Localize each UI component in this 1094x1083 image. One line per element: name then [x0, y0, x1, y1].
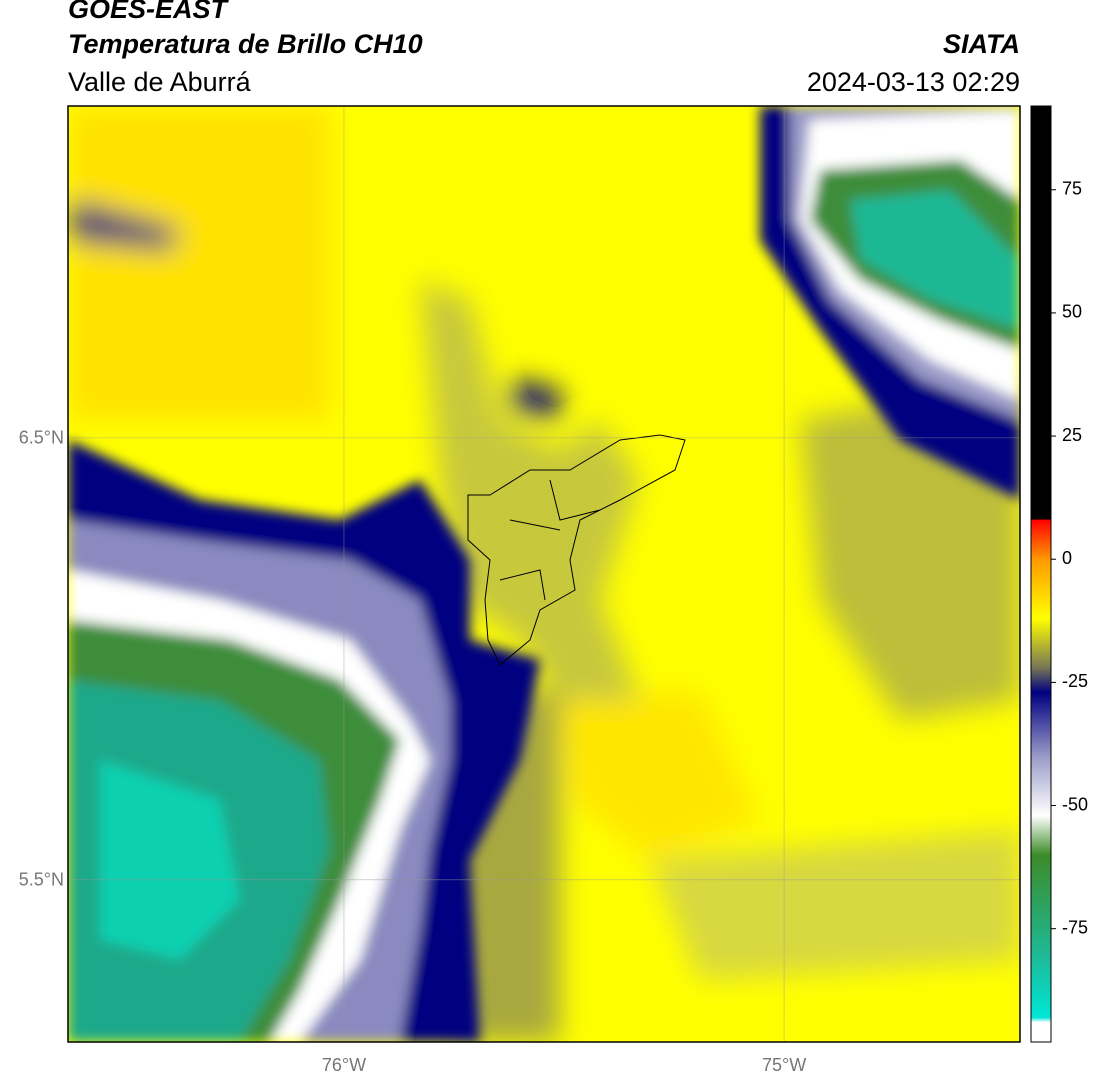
region: Valle de Aburrá: [68, 67, 252, 97]
colorbar-tick-label: 0: [1062, 548, 1072, 568]
datetime: 2024-03-13 02:29: [807, 67, 1020, 97]
agency: SIATA: [943, 29, 1020, 59]
colorbar-tick-label: -25: [1062, 671, 1088, 691]
colorbar-tick-label: 75: [1062, 178, 1082, 198]
colorbar-tick-label: 50: [1062, 302, 1082, 322]
map-frame: [67, 105, 1021, 1043]
satellite: GOES-EAST: [68, 0, 230, 24]
product: Temperatura de Brillo CH10: [68, 29, 423, 59]
colorbar: [1030, 105, 1052, 1043]
colorbar-tick-label: -75: [1062, 917, 1088, 937]
lat-tick-label: 5.5°N: [19, 870, 64, 890]
map-field: [68, 106, 1020, 1042]
lat-tick-label: 6.5°N: [19, 428, 64, 448]
colorbar-tick-label: 25: [1062, 425, 1082, 445]
lon-tick-label: 75°W: [762, 1055, 806, 1075]
lon-tick-label: 76°W: [322, 1055, 366, 1075]
gridlines: [68, 106, 1020, 1042]
colorbar-tick-label: -50: [1062, 794, 1088, 814]
